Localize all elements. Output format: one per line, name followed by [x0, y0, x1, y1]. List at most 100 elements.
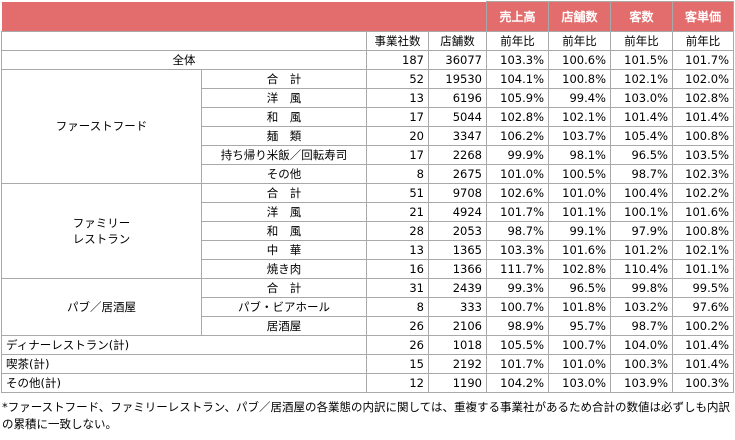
cell-stores: 6196 [428, 87, 487, 108]
header-blank [1, 1, 487, 31]
cell-companies: 51 [366, 182, 429, 203]
cell-yoy: 102.6% [486, 182, 549, 203]
table-row: 洋 風 13 6196 105.9% 99.4% 103.0% 102.8% [2, 87, 734, 108]
subcategory-label: 合 計 [201, 277, 367, 298]
cell-yoy: 100.2% [672, 315, 734, 336]
cell-companies: 52 [366, 68, 429, 89]
subcategory-label: 洋 風 [201, 201, 367, 222]
subheader-companies: 事業社数 [366, 30, 429, 51]
row-label-total: 全体 [1, 49, 367, 70]
cell-yoy: 102.8% [486, 106, 549, 127]
table-row: 麺 類 20 3347 106.2% 103.7% 105.4% 100.8% [2, 125, 734, 146]
cell-yoy: 101.0% [548, 353, 611, 374]
subheader-yoy-sales: 前年比 [486, 30, 549, 51]
cell-yoy: 106.2% [486, 125, 549, 146]
cell-yoy: 101.6% [672, 201, 734, 222]
group-label: ファーストフード [1, 68, 202, 184]
cell-yoy: 103.3% [486, 239, 549, 260]
table-row: 喫茶(計) 15 2192 101.7% 101.0% 100.3% 101.4% [1, 353, 734, 374]
cell-yoy: 102.8% [548, 258, 611, 279]
cell-yoy: 98.7% [610, 163, 673, 184]
subcategory-label: 居酒屋 [201, 315, 367, 336]
cell-yoy: 103.9% [610, 372, 673, 393]
cell-yoy: 100.7% [486, 296, 549, 317]
cell-yoy: 100.8% [672, 220, 734, 241]
cell-stores: 2439 [428, 277, 487, 298]
metric-header-row: 売上高 店舗数 客数 客単価 [1, 1, 734, 32]
cell-yoy: 101.1% [672, 258, 734, 279]
cell-yoy: 101.4% [672, 353, 734, 374]
cell-companies: 17 [366, 106, 429, 127]
header-sales: 売上高 [486, 1, 549, 32]
cell-yoy: 98.1% [548, 144, 611, 165]
cell-yoy: 101.5% [610, 49, 673, 70]
cell-companies: 20 [366, 125, 429, 146]
cell-companies: 26 [366, 334, 429, 355]
cell-yoy: 102.2% [672, 182, 734, 203]
cell-yoy: 101.6% [548, 239, 611, 260]
cell-yoy: 100.6% [548, 49, 611, 70]
cell-companies: 26 [366, 315, 429, 336]
cell-yoy: 110.4% [610, 258, 673, 279]
cell-yoy: 98.7% [486, 220, 549, 241]
cell-yoy: 99.3% [486, 277, 549, 298]
cell-stores: 36077 [428, 49, 487, 70]
cell-stores: 2268 [428, 144, 487, 165]
cell-yoy: 104.2% [486, 372, 549, 393]
cell-yoy: 111.7% [486, 258, 549, 279]
cell-yoy: 97.9% [610, 220, 673, 241]
cell-yoy: 102.1% [610, 68, 673, 89]
cell-stores: 2053 [428, 220, 487, 241]
table-row: 焼き肉 16 1366 111.7% 102.8% 110.4% 101.1% [2, 258, 734, 279]
cell-yoy: 101.7% [672, 49, 734, 70]
cell-yoy: 105.5% [486, 334, 549, 355]
cell-companies: 17 [366, 144, 429, 165]
cell-companies: 28 [366, 220, 429, 241]
cell-yoy: 99.1% [548, 220, 611, 241]
cell-yoy: 100.7% [548, 334, 611, 355]
subcategory-label: 和 風 [201, 220, 367, 241]
cell-companies: 8 [366, 163, 429, 184]
cell-yoy: 100.8% [548, 68, 611, 89]
row-label-category: 喫茶(計) [1, 353, 367, 374]
cell-yoy: 103.3% [486, 49, 549, 70]
header-customers: 客数 [610, 1, 673, 32]
table-row: その他 8 2675 101.0% 100.5% 98.7% 102.3% [2, 163, 734, 184]
cell-stores: 3347 [428, 125, 487, 146]
subheader-yoy-stores: 前年比 [548, 30, 611, 51]
cell-stores: 5044 [428, 106, 487, 127]
cell-companies: 21 [366, 201, 429, 222]
group-label-line: ファミリー [72, 215, 131, 230]
footnote: *ファーストフード、ファミリーレストラン、パブ／居酒屋の各業態の内訳に関しては、… [2, 400, 730, 431]
cell-companies: 16 [366, 258, 429, 279]
cell-yoy: 104.0% [610, 334, 673, 355]
cell-yoy: 104.1% [486, 68, 549, 89]
subcategory-label: パブ・ビアホール [201, 296, 367, 317]
cell-stores: 1018 [428, 334, 487, 355]
cell-yoy: 98.9% [486, 315, 549, 336]
group-label: ファミリー レストラン [1, 182, 202, 279]
cell-yoy: 102.8% [672, 87, 734, 108]
subcategory-label: その他 [201, 163, 367, 184]
cell-stores: 1190 [428, 372, 487, 393]
cell-yoy: 100.3% [610, 353, 673, 374]
cell-companies: 15 [366, 353, 429, 374]
subcategory-label: 焼き肉 [201, 258, 367, 279]
header-avg-spend: 客単価 [672, 1, 734, 32]
cell-yoy: 99.5% [672, 277, 734, 298]
cell-yoy: 102.0% [672, 68, 734, 89]
cell-stores: 9708 [428, 182, 487, 203]
cell-stores: 19530 [428, 68, 487, 89]
cell-yoy: 99.8% [610, 277, 673, 298]
subheader-stores: 店舗数 [428, 30, 487, 51]
cell-yoy: 101.4% [672, 106, 734, 127]
subcategory-label: 洋 風 [201, 87, 367, 108]
subheader-blank [1, 30, 367, 51]
table-row: その他(計) 12 1190 104.2% 103.0% 103.9% 100.3% [1, 372, 734, 393]
subheader-row: 事業社数 店舗数 前年比 前年比 前年比 前年比 [1, 30, 734, 51]
cell-yoy: 96.5% [548, 277, 611, 298]
cell-yoy: 96.5% [610, 144, 673, 165]
subcategory-label: 和 風 [201, 106, 367, 127]
table-row: ファーストフード合 計 52 19530 104.1% 100.8% 102.1% 102.… [1, 68, 734, 184]
table-row: 洋 風 21 4924 101.7% 101.1% 100.1% 101.6% [2, 201, 734, 222]
